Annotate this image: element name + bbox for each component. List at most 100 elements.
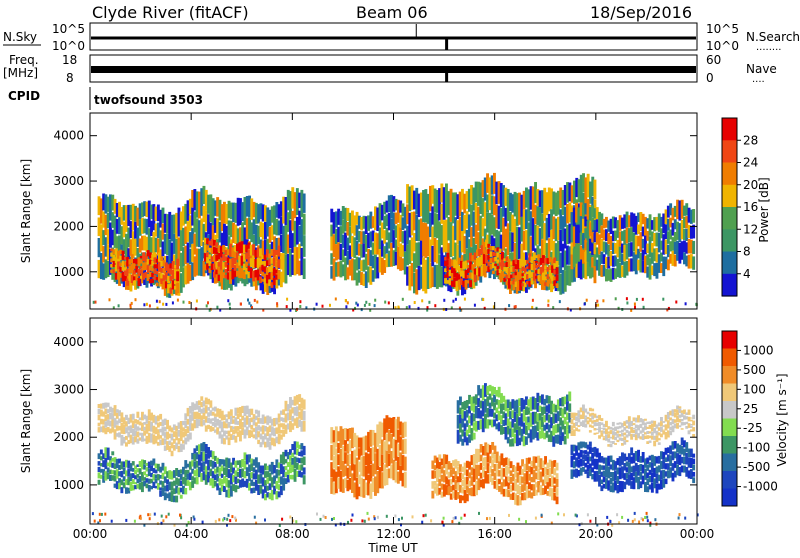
echo-cell [300, 450, 304, 457]
echo-cell [440, 203, 444, 224]
echo-cell [383, 441, 387, 463]
echo-cell [563, 513, 565, 517]
echo-cell [186, 221, 190, 242]
echo-cell [378, 227, 382, 250]
echo-cell [213, 255, 216, 262]
echo-cell [464, 270, 468, 280]
echo-cell [117, 250, 120, 259]
echo-cell [528, 490, 531, 498]
echo-cell [491, 262, 495, 269]
echo-cell [115, 433, 119, 437]
echo-cell [678, 425, 682, 428]
echo-cell [566, 224, 569, 245]
echo-cell [268, 258, 272, 266]
colorbar-swatch [722, 436, 737, 454]
echo-cell [449, 493, 453, 500]
echo-cell [346, 250, 350, 265]
echo-cell [584, 469, 588, 474]
echo-cell [158, 261, 161, 272]
echo-cell [133, 258, 136, 264]
echo-cell [216, 408, 220, 417]
echo-cell [671, 418, 675, 425]
echo-cell [515, 430, 519, 447]
echo-cell [614, 255, 617, 267]
echo-cell [209, 468, 213, 477]
echo-cell [531, 305, 534, 309]
echo-cell [591, 459, 595, 466]
echo-cell [186, 469, 190, 474]
echo-cell [655, 435, 659, 442]
echo-cell [538, 228, 542, 247]
echo-cell [539, 258, 543, 265]
echo-cell [611, 472, 615, 482]
echo-cell [179, 211, 183, 231]
echo-cell [514, 281, 518, 287]
echo-cell [627, 518, 630, 522]
echo-cell [495, 414, 499, 422]
echo-cell [245, 405, 249, 415]
echo-cell [344, 299, 347, 302]
echo-cell [498, 248, 502, 253]
echo-cell [520, 398, 524, 412]
echo-cell [488, 456, 492, 464]
echo-cell [655, 262, 659, 279]
echo-cell [593, 243, 597, 255]
echo-cell [175, 212, 179, 239]
echo-cell [284, 400, 288, 412]
echo-cell [177, 268, 181, 296]
echo-cell [637, 212, 640, 222]
echo-cell [147, 432, 151, 443]
echo-cell [577, 425, 581, 427]
echo-cell [685, 216, 689, 229]
echo-cell [203, 237, 207, 244]
echo-cell [167, 264, 170, 274]
echo-cell [172, 495, 176, 503]
echo-cell [243, 429, 247, 439]
echo-cell [463, 400, 467, 411]
echo-cell [122, 476, 126, 482]
echo-cell [595, 448, 599, 458]
colorbar-swatch [722, 229, 737, 253]
echo-cell [507, 476, 511, 482]
echo-cell [493, 412, 496, 419]
echo-cell [300, 408, 304, 421]
echo-cell [209, 410, 213, 416]
echo-cell [195, 460, 199, 468]
echo-cell [563, 250, 567, 271]
echo-cell [506, 399, 510, 408]
echo-cell [685, 426, 689, 429]
echo-cell [534, 472, 538, 480]
echo-cell [544, 269, 548, 275]
echo-cell [591, 412, 595, 416]
echo-cell [639, 430, 643, 434]
echo-cell [357, 215, 361, 229]
echo-cell [224, 250, 228, 256]
echo-cell [494, 257, 498, 262]
echo-cell [463, 297, 466, 301]
echo-cell [689, 425, 693, 429]
echo-cell [482, 446, 485, 456]
echo-cell [557, 512, 560, 516]
echo-cell [545, 395, 549, 404]
echo-cell [213, 406, 217, 412]
echo-cell [293, 246, 297, 276]
echo-cell [361, 519, 364, 523]
echo-cell [454, 479, 458, 490]
echo-cell [477, 181, 480, 206]
echo-cell [380, 422, 384, 438]
echo-cell [644, 482, 647, 492]
echo-cell [470, 467, 474, 476]
echo-cell [646, 472, 650, 479]
echo-cell [568, 182, 572, 202]
echo-cell [591, 217, 595, 230]
echo-cell [215, 269, 219, 275]
echo-cell [630, 258, 634, 272]
echo-cell [277, 237, 281, 252]
echo-cell [151, 278, 155, 283]
echo-cell [433, 471, 437, 479]
echo-cell [436, 457, 439, 469]
echo-cell [505, 267, 509, 274]
echo-cell [433, 486, 437, 494]
echo-cell [355, 477, 359, 500]
echo-cell [144, 272, 148, 278]
